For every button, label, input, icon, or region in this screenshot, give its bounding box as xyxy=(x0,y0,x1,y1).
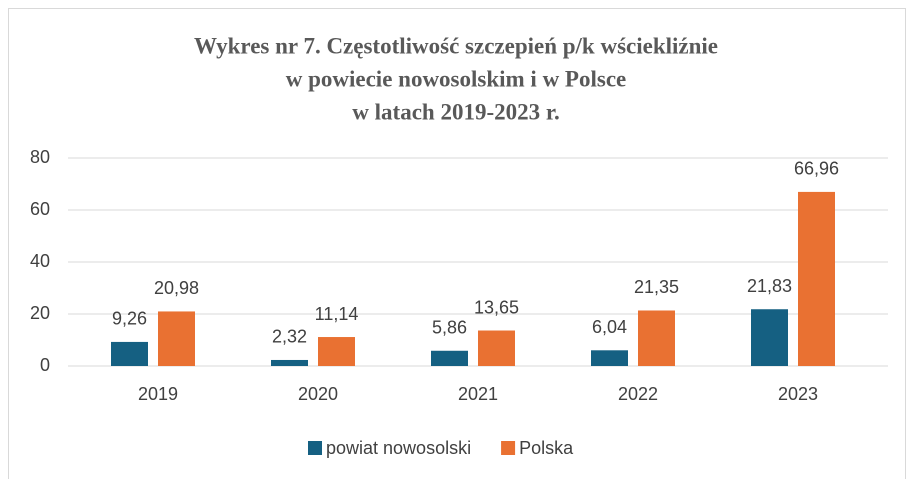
y-tick-label: 0 xyxy=(40,355,50,375)
data-label: 20,98 xyxy=(154,278,199,298)
legend-label: Polska xyxy=(519,438,574,458)
data-label: 9,26 xyxy=(112,309,147,329)
data-label: 66,96 xyxy=(794,159,839,179)
bar xyxy=(591,350,628,366)
data-label: 13,65 xyxy=(474,297,519,317)
legend-swatch xyxy=(308,441,322,455)
chart-title: w powiecie nowosolskim i w Polsce xyxy=(286,66,627,91)
x-tick-label: 2023 xyxy=(778,384,818,404)
bar xyxy=(111,341,148,366)
data-label: 5,86 xyxy=(432,318,467,338)
x-tick-label: 2022 xyxy=(618,384,658,404)
chart-frame xyxy=(8,8,906,479)
data-label: 21,35 xyxy=(634,277,679,297)
bar xyxy=(318,337,355,366)
data-label: 2,32 xyxy=(272,327,307,347)
y-tick-label: 20 xyxy=(30,303,50,323)
data-label: 6,04 xyxy=(592,317,627,337)
bar xyxy=(478,330,515,366)
data-label: 21,83 xyxy=(747,276,792,296)
legend-swatch xyxy=(501,441,516,455)
y-tick-label: 80 xyxy=(30,147,50,167)
bar xyxy=(431,350,468,366)
x-tick-label: 2021 xyxy=(458,384,498,404)
bar xyxy=(158,311,195,366)
bar xyxy=(271,359,308,366)
y-tick-label: 60 xyxy=(30,199,50,219)
bar xyxy=(798,191,835,366)
data-label: 11,14 xyxy=(315,304,359,324)
y-tick-label: 40 xyxy=(30,251,50,271)
x-tick-label: 2019 xyxy=(138,384,178,404)
chart-title: w latach 2019-2023 r. xyxy=(352,99,559,124)
bar xyxy=(638,310,675,366)
chart-title: Wykres nr 7. Częstotliwość szczepień p/k… xyxy=(194,33,718,58)
x-tick-label: 2020 xyxy=(298,384,338,404)
bar xyxy=(751,309,788,366)
legend-label: powiat nowosolski xyxy=(326,438,471,458)
